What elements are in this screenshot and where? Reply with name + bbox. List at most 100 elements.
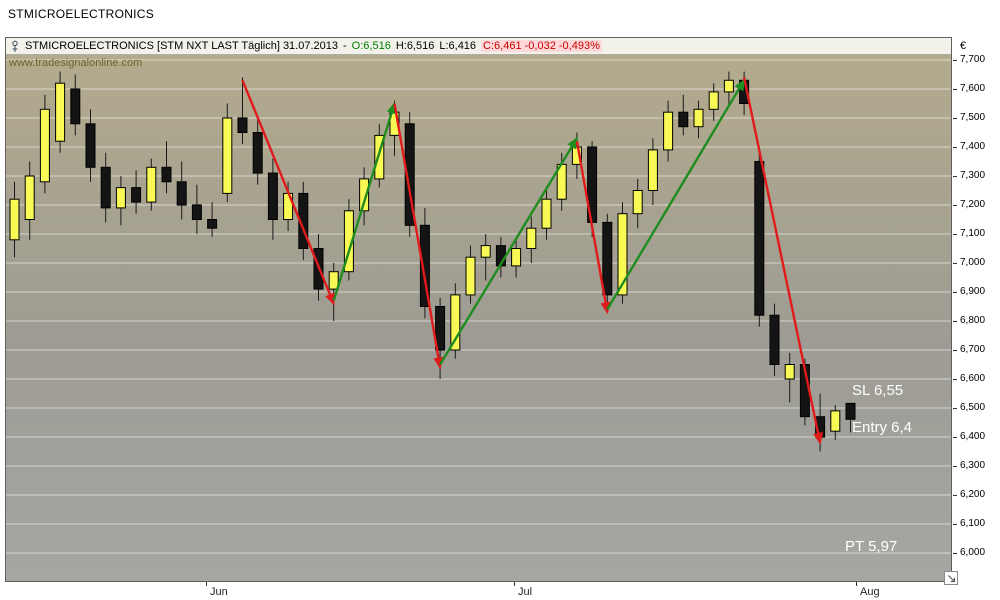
window-title: STMICROELECTRONICS — [8, 7, 155, 21]
price-tick-label: 6,600 — [960, 373, 986, 384]
resize-handle-icon[interactable] — [944, 571, 958, 585]
chart-header-separator: - — [343, 40, 347, 52]
candle-body — [632, 190, 643, 215]
price-tick-mark — [953, 553, 957, 554]
candle-body — [526, 227, 537, 249]
time-tick-label: Jun — [210, 586, 228, 598]
candle-body — [343, 210, 354, 273]
price-tick-mark — [953, 350, 957, 351]
trend-arrow-down[interactable] — [393, 103, 444, 370]
candle-body — [191, 204, 202, 220]
candle-body — [328, 271, 339, 290]
candle-body — [602, 221, 613, 296]
price-tick-mark — [953, 89, 957, 90]
price-tick-mark — [953, 263, 957, 264]
trend-arrow-up[interactable] — [439, 136, 578, 366]
price-tick-mark — [953, 292, 957, 293]
time-tick-label: Jul — [518, 586, 533, 598]
price-tick-label: 7,200 — [960, 199, 986, 210]
candle-body — [419, 224, 430, 307]
trend-arrows[interactable] — [241, 77, 823, 445]
chart-plot-area[interactable]: www.tradesignalonline.com SL 6,55 Entry 6… — [6, 55, 951, 581]
candle-body — [207, 219, 218, 229]
candle-body — [55, 82, 66, 142]
price-tick-label: 7,500 — [960, 112, 986, 123]
price-tick-label: 7,000 — [960, 257, 986, 268]
trend-arrow-up[interactable] — [332, 101, 397, 302]
time-tick-mark — [514, 582, 515, 586]
candle-body — [85, 123, 96, 168]
candle-body — [374, 134, 385, 180]
ohlc-low: L:6,416 — [439, 40, 477, 52]
candle-body — [161, 166, 172, 183]
trend-arrow-down[interactable] — [742, 77, 823, 445]
candle-body — [359, 178, 370, 212]
chart-header-title: STMICROELECTRONICS [STM NXT LAST Täglich… — [25, 40, 338, 52]
price-chart-svg — [6, 59, 951, 554]
chart-header[interactable]: STMICROELECTRONICS [STM NXT LAST Täglich… — [6, 38, 951, 55]
currency-label: € — [960, 40, 967, 52]
trend-arrow-up[interactable] — [606, 78, 746, 311]
candle-body — [754, 161, 765, 316]
price-tick-mark — [953, 118, 957, 119]
watermark: www.tradesignalonline.com — [9, 57, 143, 69]
candle-body — [237, 117, 248, 133]
ohlc-high: H:6,516 — [395, 40, 435, 52]
trend-arrow-down[interactable] — [241, 79, 335, 306]
price-tick-label: 6,100 — [960, 518, 986, 529]
candle-body — [693, 108, 704, 128]
candle-body — [830, 410, 841, 432]
trend-arrow-down[interactable] — [575, 140, 611, 315]
candle-body — [845, 402, 856, 420]
candle-body — [176, 181, 187, 206]
candle-body — [480, 245, 491, 258]
candle-body — [784, 364, 795, 380]
price-tick-mark — [953, 495, 957, 496]
candle-body — [404, 123, 415, 226]
candle-body — [267, 172, 278, 220]
price-tick-label: 6,900 — [960, 286, 986, 297]
candle-body — [647, 149, 658, 191]
price-tick-mark — [953, 205, 957, 206]
price-tick-mark — [953, 408, 957, 409]
price-tick-mark — [953, 524, 957, 525]
candle-body — [708, 91, 719, 110]
price-tick-mark — [953, 147, 957, 148]
candle-body — [450, 294, 461, 351]
price-axis[interactable]: € 7,700 7,600 7,500 7,400 7,300 7,200 7,100 7,0… — [953, 0, 1000, 600]
gridlines — [6, 59, 951, 554]
price-tick-mark — [953, 321, 957, 322]
ohlc-open: O:6,516 — [351, 40, 391, 52]
candlestick-series[interactable] — [9, 71, 856, 452]
candle-body — [541, 198, 552, 229]
price-tick-label: 7,100 — [960, 228, 986, 239]
candle-body — [252, 132, 263, 174]
candle-body — [222, 117, 233, 194]
price-tick-mark — [953, 234, 957, 235]
price-tick-label: 6,700 — [960, 344, 986, 355]
price-tick-label: 6,200 — [960, 489, 986, 500]
time-tick-label: Aug — [860, 586, 880, 598]
candle-body — [678, 111, 689, 128]
candle-body — [617, 213, 628, 296]
price-tick-label: 7,700 — [960, 54, 986, 65]
candle-body — [39, 108, 50, 183]
price-tick-label: 7,400 — [960, 141, 986, 152]
instrument-icon — [10, 40, 20, 53]
candle-body — [70, 88, 81, 125]
price-tick-label: 7,300 — [960, 170, 986, 181]
time-axis[interactable]: Jun Jul Aug — [0, 582, 1000, 600]
candle-body — [663, 111, 674, 151]
price-tick-mark — [953, 60, 957, 61]
price-tick-label: 6,000 — [960, 547, 986, 558]
price-tick-mark — [953, 466, 957, 467]
time-tick-mark — [856, 582, 857, 586]
candle-body — [100, 166, 111, 209]
candle-body — [465, 256, 476, 296]
candle-body — [115, 187, 126, 209]
price-tick-mark — [953, 437, 957, 438]
candle-body — [723, 79, 734, 93]
price-tick-label: 6,800 — [960, 315, 986, 326]
price-tick-mark — [953, 176, 957, 177]
